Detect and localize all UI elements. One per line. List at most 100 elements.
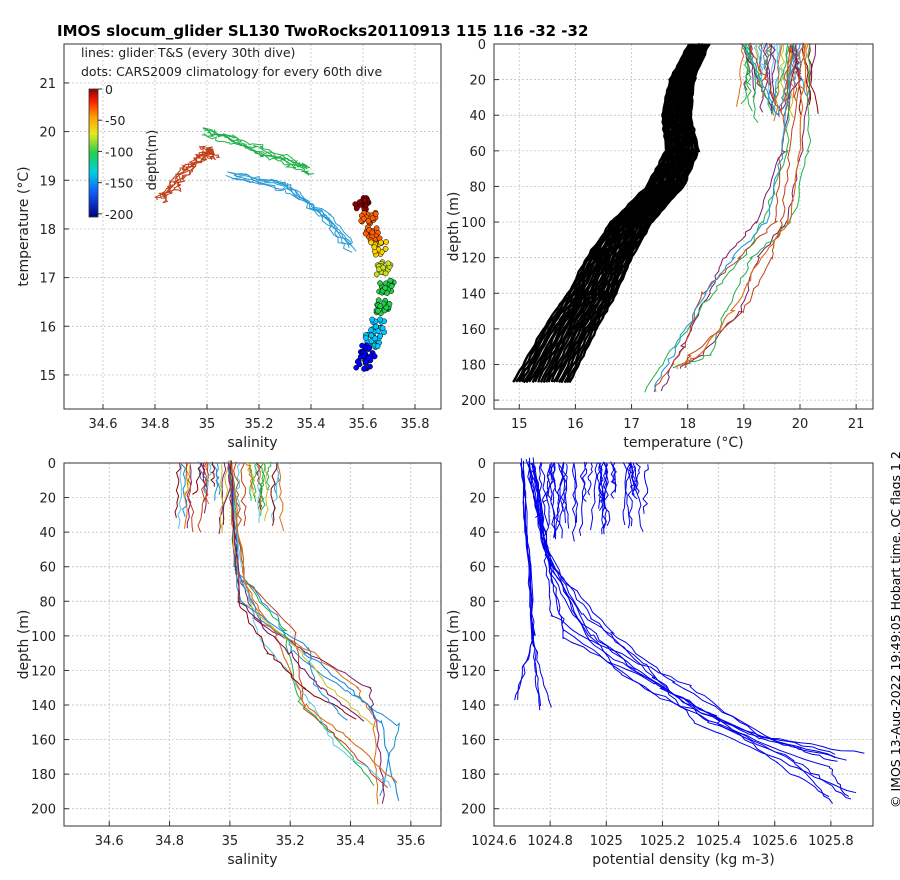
- climatology-point: [361, 365, 368, 372]
- x-tick-label: 1024.6: [471, 834, 517, 849]
- y-tick-label: 20: [39, 492, 56, 507]
- plot-frame: [63, 43, 442, 410]
- glider-temperature-line: [684, 44, 805, 368]
- y-tick-label: 20: [469, 74, 486, 89]
- y-tick-label: 21: [39, 77, 56, 92]
- glider-salinity-line: [205, 463, 210, 505]
- glider-ts-line: [161, 146, 217, 204]
- x-tick-label: 35.8: [401, 417, 430, 432]
- climatology-point: [377, 303, 384, 310]
- y-axis-label: depth (m): [446, 192, 462, 262]
- x-tick-label: 1025.4: [696, 834, 742, 849]
- climatology-point: [369, 215, 376, 222]
- plot-frame: [63, 462, 442, 827]
- panel-ts: 34.6 34.8 35 35.2 35.4 35.6 35.8 15 16 17 18 19 20 21…: [16, 43, 442, 451]
- glider-density-line: [552, 464, 561, 531]
- climatology-point: [375, 308, 381, 314]
- glider-temperature-line: [762, 42, 775, 114]
- y-tick-label: 120: [31, 664, 56, 679]
- colorbar-tick-label: -150: [105, 176, 133, 191]
- x-tick-label: 1025.2: [640, 834, 686, 849]
- glider-salinity-line: [177, 464, 183, 529]
- x-tick-label: 34.6: [89, 417, 118, 432]
- glider-density-line: [540, 463, 549, 527]
- glider-salinity-line: [215, 463, 221, 495]
- x-tick-label: 19: [736, 417, 753, 432]
- climatology-point: [374, 343, 381, 350]
- plot-frame: [493, 43, 874, 410]
- x-tick-label: 15: [511, 417, 528, 432]
- panel-density: 1024.6 1024.8 1025 1025.2 1025.4 1025.6 1025.8…: [446, 457, 874, 868]
- climatology-point: [368, 332, 375, 339]
- climatology-point: [354, 358, 361, 365]
- glider-salinity-line: [277, 464, 284, 532]
- glider-salinity-line: [219, 464, 224, 531]
- climatology-point: [377, 316, 383, 323]
- glider-salinity-line: [186, 462, 193, 529]
- y-tick-label: 160: [31, 734, 56, 749]
- climatology-point: [382, 245, 389, 252]
- climatology-point: [383, 304, 390, 311]
- glider-density-line: [630, 461, 637, 492]
- colorbar-label: depth(m): [145, 130, 160, 191]
- y-tick-label: 0: [478, 457, 486, 472]
- glider-density-line: [635, 462, 641, 494]
- y-tick-label: 40: [39, 526, 56, 541]
- x-tick-label: 35: [199, 417, 216, 432]
- glider-salinity-line: [254, 462, 261, 524]
- glider-density-line: [622, 462, 632, 526]
- y-tick-label: 200: [31, 803, 56, 818]
- panel-temperature: 15 16 17 18 19 20 21 0 20 40 60 80 100 120 140 160 180 20…: [446, 38, 874, 451]
- glider-salinity-line: [185, 462, 195, 532]
- glider-salinity-line: [229, 460, 357, 720]
- climatology-point: [388, 283, 395, 289]
- climatology-point: [382, 285, 389, 291]
- glider-temperature-line: [759, 43, 766, 82]
- y-tick-label: 200: [461, 394, 486, 409]
- x-tick-label: 34.6: [95, 834, 124, 849]
- glider-salinity-line: [228, 462, 400, 797]
- x-axis-label: salinity: [227, 852, 277, 868]
- glider-salinity-line: [249, 461, 258, 501]
- glider-temperature-line: [757, 42, 763, 77]
- glider-density-line: [626, 462, 633, 527]
- y-tick-label: 100: [31, 630, 56, 645]
- glider-temperature-line: [644, 44, 790, 393]
- climatology-point: [377, 239, 384, 246]
- y-tick-label: 160: [461, 323, 486, 338]
- climatology-point: [372, 335, 378, 342]
- glider-density-line: [598, 462, 605, 509]
- y-axis-label: temperature (°C): [16, 166, 32, 286]
- y-tick-label: 120: [461, 664, 486, 679]
- x-tick-label: 35.2: [245, 417, 274, 432]
- x-tick-label: 35.4: [336, 834, 365, 849]
- glider-ts-line: [228, 171, 350, 249]
- x-tick-label: 1025.6: [752, 834, 798, 849]
- climatology-point: [368, 239, 374, 246]
- glider-temperature-line: [749, 42, 756, 98]
- x-tick-label: 35.2: [276, 834, 305, 849]
- glider-density-line: [542, 464, 551, 503]
- x-axis-label: potential density (kg m-3): [592, 852, 774, 868]
- y-tick-label: 100: [461, 216, 486, 231]
- glider-density-line: [632, 462, 644, 532]
- x-tick-label: 35.4: [297, 417, 326, 432]
- glider-temperature-line: [744, 43, 753, 112]
- y-tick-label: 40: [469, 526, 486, 541]
- y-tick-label: 0: [478, 38, 486, 53]
- y-tick-label: 0: [48, 457, 56, 472]
- plot-background: [64, 44, 441, 409]
- y-tick-label: 160: [461, 734, 486, 749]
- glider-salinity-line: [231, 463, 398, 784]
- glider-ts-line: [203, 132, 308, 169]
- glider-salinity-line: [258, 462, 266, 508]
- climatology-point: [380, 264, 387, 271]
- colorbar-tick-label: -200: [105, 207, 133, 222]
- glider-salinity-line: [259, 463, 266, 516]
- glider-salinity-line: [174, 463, 181, 518]
- climatology-point: [373, 225, 380, 232]
- glider-density-line: [622, 462, 631, 529]
- glider-salinity-line: [180, 463, 188, 517]
- climatology-profile: [522, 43, 695, 384]
